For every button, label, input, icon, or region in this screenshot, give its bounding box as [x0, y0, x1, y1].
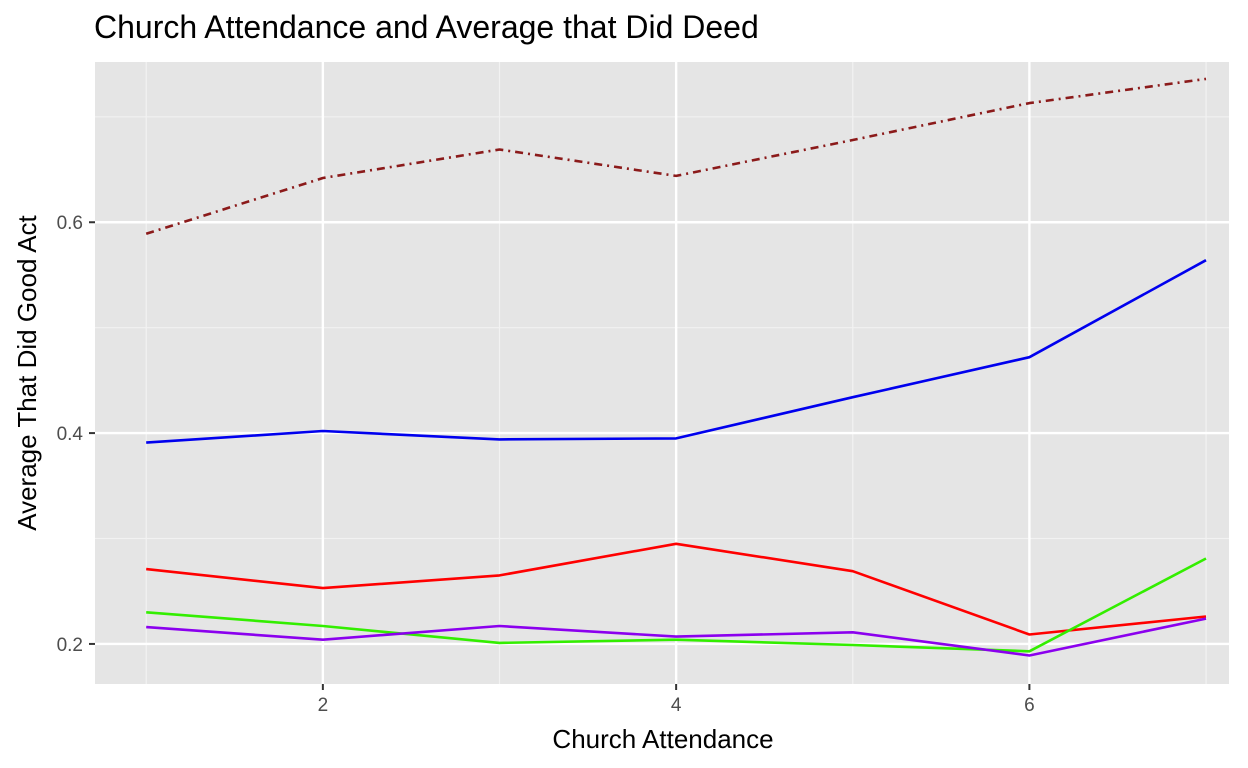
minor-gridlines — [95, 62, 1229, 684]
x-tick-label: 6 — [1024, 695, 1035, 716]
chart-title: Church Attendance and Average that Did D… — [94, 9, 759, 45]
y-axis-ticks: 0.2 0.4 0.6 — [57, 213, 95, 656]
x-tick-label: 2 — [318, 695, 329, 716]
y-tick-label: 0.4 — [57, 424, 84, 445]
x-axis-title: Church Attendance — [552, 724, 773, 754]
x-tick-label: 4 — [671, 695, 682, 716]
y-tick-label: 0.2 — [57, 635, 83, 656]
plot-panel — [95, 62, 1229, 684]
y-axis-title: Average That Did Good Act — [12, 214, 42, 530]
series-lines — [145, 77, 1207, 657]
y-tick-label: 0.6 — [57, 213, 83, 234]
x-axis-ticks: 2 4 6 — [318, 684, 1035, 716]
